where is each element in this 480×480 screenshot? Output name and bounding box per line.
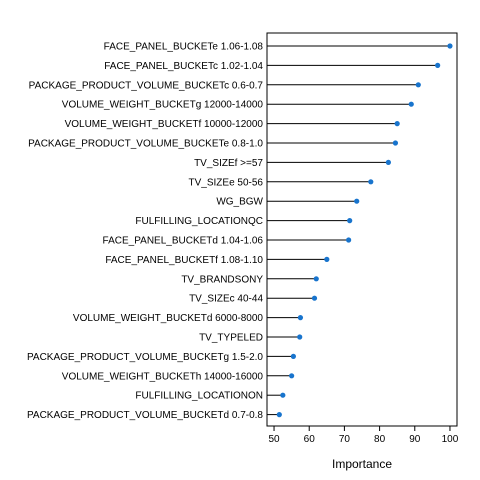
x-axis: 50 60 70 80 90 100	[268, 426, 459, 445]
row-point	[276, 412, 282, 418]
row-label: TV_TYPELED	[199, 333, 263, 344]
row-point	[394, 121, 400, 127]
row-point	[447, 43, 453, 49]
row-point	[324, 256, 330, 262]
row-point	[346, 237, 352, 243]
row-label: FULFILLING_LOCATIONON	[135, 391, 263, 402]
row-label: PACKAGE_PRODUCT_VOLUME_BUCKETc 0.6-0.7	[29, 80, 264, 91]
row-point	[347, 218, 353, 224]
row-label: FACE_PANEL_BUCKETd 1.04-1.06	[103, 236, 264, 247]
row-label: VOLUME_WEIGHT_BUCKETf 10000-12000	[65, 119, 264, 130]
row-point	[385, 159, 391, 165]
row-point	[280, 392, 286, 398]
x-axis-label: Importance	[332, 457, 392, 471]
x-tick-label: 50	[268, 434, 280, 445]
row-label: VOLUME_WEIGHT_BUCKETh 14000-16000	[62, 371, 264, 382]
row-label: FACE_PANEL_BUCKETf 1.08-1.10	[105, 255, 263, 266]
row-point	[368, 179, 374, 185]
row-point	[290, 353, 296, 359]
row-label: FACE_PANEL_BUCKETc 1.02-1.04	[104, 61, 263, 72]
row-point	[408, 101, 414, 107]
row-label: TV_SIZEf >=57	[194, 158, 263, 169]
x-tick-label: 80	[374, 434, 386, 445]
row-label: PACKAGE_PRODUCT_VOLUME_BUCKETg 1.5-2.0	[27, 352, 263, 363]
row-label: VOLUME_WEIGHT_BUCKETg 12000-14000	[62, 100, 264, 111]
row-point	[297, 334, 303, 340]
x-tick-label: 90	[409, 434, 421, 445]
row-label: TV_SIZEe 50-56	[189, 177, 264, 188]
row-label: WG_BGW	[216, 197, 263, 208]
row-label: FACE_PANEL_BUCKETe 1.06-1.08	[104, 42, 264, 53]
x-tick-label: 60	[304, 434, 316, 445]
plot-frame	[266, 32, 458, 427]
row-point	[289, 373, 295, 379]
row-label: FULFILLING_LOCATIONQC	[135, 216, 263, 227]
row-label: TV_BRANDSONY	[181, 274, 263, 285]
row-point	[311, 295, 318, 301]
row-label: PACKAGE_PRODUCT_VOLUME_BUCKETd 0.7-0.8	[27, 410, 263, 421]
x-tick-label: 70	[339, 434, 351, 445]
row-label: TV_SIZEc 40-44	[189, 294, 263, 305]
row-point	[354, 198, 360, 204]
row-point	[313, 276, 319, 282]
row-point	[415, 82, 421, 88]
row-label: VOLUME_WEIGHT_BUCKETd 6000-8000	[73, 313, 264, 324]
row-point	[435, 62, 441, 68]
data-rows: FACE_PANEL_BUCKETe 1.06-1.08 FACE_PANEL_B…	[27, 42, 453, 421]
row-point	[297, 315, 304, 321]
row-label: PACKAGE_PRODUCT_VOLUME_BUCKETe 0.8-1.0	[28, 139, 263, 150]
row-point	[392, 140, 399, 146]
x-tick-label: 100	[442, 434, 459, 445]
